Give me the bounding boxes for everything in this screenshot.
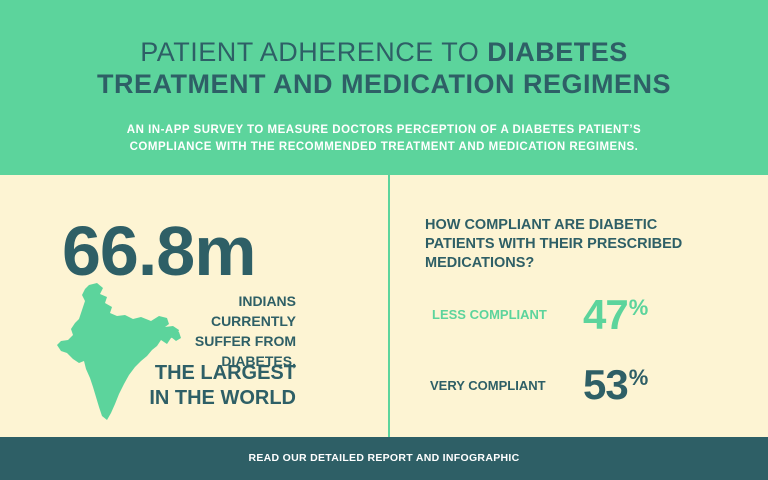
desc-line-1: INDIANS CURRENTLY <box>210 293 296 329</box>
less-compliant-label: LESS COMPLIANT <box>432 307 547 322</box>
desc-line-3: DIABETES, <box>221 353 296 369</box>
page-title: PATIENT ADHERENCE TO DIABETES TREATMENT … <box>0 36 768 100</box>
diabetes-population-stat: 66.8m <box>62 212 256 290</box>
read-report-link[interactable]: READ OUR DETAILED REPORT AND INFOGRAPHIC <box>248 452 520 464</box>
compliance-question: HOW COMPLIANT ARE DIABETIC PATIENTS WITH… <box>425 216 745 273</box>
panel-divider <box>388 175 390 437</box>
subtitle-line-2: COMPLIANCE WITH THE RECOMMENDED TREATMEN… <box>129 141 639 153</box>
page-subtitle: AN IN-APP SURVEY TO MEASURE DOCTORS PERC… <box>60 122 708 156</box>
very-compliant-value: 53% <box>583 361 649 414</box>
title-bold-part-1: DIABETES <box>487 37 628 67</box>
very-compliant-unit: % <box>628 365 649 390</box>
less-compliant-number: 47 <box>583 291 629 338</box>
emph-line-2: IN THE WORLD <box>149 387 296 409</box>
footer-bar: READ OUR DETAILED REPORT AND INFOGRAPHIC <box>0 437 768 480</box>
very-compliant-number: 53 <box>583 361 629 408</box>
header-banner: PATIENT ADHERENCE TO DIABETES TREATMENT … <box>0 0 768 175</box>
very-compliant-label: VERY COMPLIANT <box>430 378 546 393</box>
india-map-icon <box>57 283 181 420</box>
subtitle-line-1: AN IN-APP SURVEY TO MEASURE DOCTORS PERC… <box>126 124 642 136</box>
emph-line-1: THE LARGEST <box>154 362 296 384</box>
question-line-2: PATIENTS WITH THEIR PRESCRIBED <box>425 236 683 252</box>
content-panels: 66.8m INDIANS CURRENTLY SUFFER FROM DIAB… <box>0 175 768 437</box>
question-line-3: MEDICATIONS? <box>425 255 535 271</box>
largest-in-world-text: THE LARGEST IN THE WORLD <box>100 361 296 411</box>
less-compliant-unit: % <box>628 295 649 320</box>
less-compliant-value: 47% <box>583 291 649 344</box>
title-light-part: PATIENT ADHERENCE TO <box>140 37 488 67</box>
indians-description: INDIANS CURRENTLY SUFFER FROM DIABETES, <box>150 291 296 371</box>
question-line-1: HOW COMPLIANT ARE DIABETIC <box>425 217 658 233</box>
title-bold-part-2: TREATMENT AND MEDICATION REGIMENS <box>97 69 671 99</box>
desc-line-2: SUFFER FROM <box>194 333 296 349</box>
